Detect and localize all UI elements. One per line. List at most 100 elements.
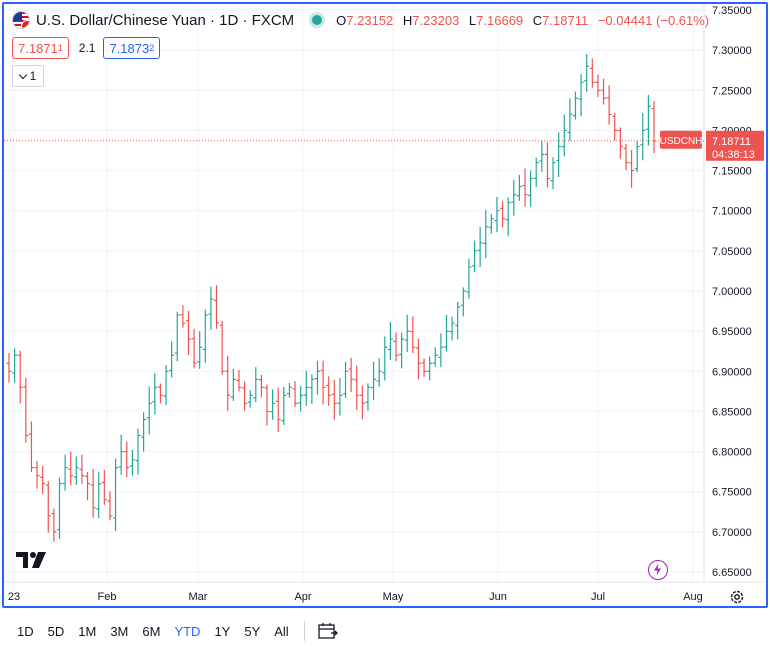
range-button-5d[interactable]: 5D xyxy=(47,623,65,639)
indicators-toggle-button[interactable]: 1 xyxy=(12,65,44,87)
ohlc-bar xyxy=(90,468,96,518)
ohlc-bar xyxy=(12,348,18,383)
ohlc-bar xyxy=(286,382,292,398)
ohlc-bar xyxy=(500,201,506,228)
ohlc-bar xyxy=(494,197,500,233)
ohlc-bar xyxy=(236,370,242,392)
y-tick-label: 6.85000 xyxy=(712,406,752,418)
symbol-tag-label: USDCNH xyxy=(660,136,703,147)
ohlc-bar xyxy=(264,384,270,426)
lightning-icon[interactable] xyxy=(648,560,668,580)
ohlc-bar xyxy=(337,377,343,416)
price-chart[interactable]: 7.350007.300007.250007.200007.150007.100… xyxy=(0,0,770,612)
range-button-all[interactable]: All xyxy=(274,623,289,639)
ohlc-bar xyxy=(320,360,326,405)
range-button-3m[interactable]: 3M xyxy=(110,623,129,639)
tradingview-logo-icon[interactable] xyxy=(16,551,48,569)
ohlc-bar xyxy=(488,214,494,234)
ohlc-bar xyxy=(253,367,259,403)
ohlc-bar xyxy=(202,309,208,363)
ohlc-bar xyxy=(634,140,640,173)
range-button-6m[interactable]: 6M xyxy=(142,623,161,639)
ohlc-bar xyxy=(584,54,590,92)
spread-value: 2.1 xyxy=(78,41,96,55)
ohlc-bar xyxy=(365,383,371,411)
ohlc-bar xyxy=(73,456,79,485)
y-tick-label: 7.00000 xyxy=(712,286,752,298)
x-tick-label: Apr xyxy=(294,591,311,603)
y-tick-label: 6.70000 xyxy=(712,527,752,539)
bottom-toolbar: 1D 5D 1M 3M 6M YTD 1Y 5Y All xyxy=(0,614,770,648)
ohlc-bar xyxy=(354,365,360,410)
ohlc-bar xyxy=(157,383,163,404)
buy-button[interactable]: 7.1873 2 xyxy=(103,37,161,59)
gear-icon[interactable] xyxy=(729,589,745,605)
ohlc-bar xyxy=(595,74,601,98)
ohlc-bar xyxy=(528,170,534,207)
calendar-range-icon[interactable] xyxy=(313,618,343,644)
ohlc-bar xyxy=(292,381,298,408)
range-button-1d[interactable]: 1D xyxy=(17,623,34,639)
range-button-1m[interactable]: 1M xyxy=(78,623,97,639)
ohlc-bar xyxy=(146,386,152,435)
close-value: 7.18711 xyxy=(542,12,589,28)
ohlc-values: O7.23152 H7.23203 L7.16669 C7.18711 −0.0… xyxy=(336,12,710,28)
ohlc-bar xyxy=(174,311,180,362)
ohlc-bar xyxy=(533,157,539,188)
x-tick-label: May xyxy=(383,591,404,603)
ohlc-bar xyxy=(219,320,225,375)
ohlc-bar xyxy=(629,149,635,188)
range-button-ytd[interactable]: YTD xyxy=(174,623,201,639)
price-tag-countdown: 04:38:13 xyxy=(712,149,755,161)
ohlc-bar xyxy=(399,332,405,369)
low-value: 7.16669 xyxy=(476,12,524,28)
ohlc-bar xyxy=(460,287,466,317)
open-value: 7.23152 xyxy=(346,12,394,28)
ohlc-bar xyxy=(371,361,377,401)
ohlc-bar xyxy=(96,471,102,519)
y-tick-label: 6.75000 xyxy=(712,487,752,499)
x-tick-label: Jul xyxy=(591,591,605,603)
ohlc-bar xyxy=(601,78,607,105)
quote-row: 7.1871 1 2.1 7.1873 2 xyxy=(12,37,161,59)
high-value: 7.23203 xyxy=(412,12,460,28)
ohlc-bar xyxy=(23,377,29,443)
ohlc-bar xyxy=(516,174,522,201)
ohlc-bar xyxy=(214,285,220,329)
y-tick-label: 7.10000 xyxy=(712,206,752,218)
ohlc-bar xyxy=(270,389,276,420)
ohlc-bar xyxy=(230,368,236,402)
ohlc-bar xyxy=(191,328,197,369)
ohlc-bar xyxy=(34,461,40,489)
ohlc-bar xyxy=(578,74,584,117)
ohlc-bar xyxy=(242,381,248,411)
range-button-5y[interactable]: 5Y xyxy=(244,623,261,639)
ohlc-bar xyxy=(101,469,107,505)
range-button-1y[interactable]: 1Y xyxy=(214,623,231,639)
y-tick-label: 7.15000 xyxy=(712,166,752,178)
y-tick-label: 7.05000 xyxy=(712,246,752,258)
ohlc-bar xyxy=(51,508,57,542)
ohlc-bar xyxy=(477,226,483,268)
indicator-count: 1 xyxy=(29,69,37,83)
ohlc-bar xyxy=(410,316,416,353)
x-tick-label: 23 xyxy=(8,591,20,603)
ohlc-bar xyxy=(28,421,34,472)
ohlc-bar xyxy=(124,441,130,478)
ohlc-bar xyxy=(382,336,388,381)
ohlc-bar xyxy=(208,286,214,330)
ohlc-bar xyxy=(511,180,517,216)
ohlc-bar xyxy=(247,390,253,408)
ohlc-bar xyxy=(169,341,175,378)
x-tick-label: Mar xyxy=(189,591,208,603)
ohlc-bar xyxy=(113,458,119,532)
ohlc-bar xyxy=(62,454,68,491)
sell-button[interactable]: 7.1871 1 xyxy=(12,37,69,59)
ohlc-bar xyxy=(118,434,124,475)
ohlc-bar xyxy=(556,132,562,178)
ohlc-bar xyxy=(645,94,651,146)
symbol-title[interactable]: U.S. Dollar/Chinese Yuan · 1D · FXCM xyxy=(36,11,295,29)
ohlc-bar xyxy=(6,352,12,383)
ohlc-bar xyxy=(539,140,545,172)
x-tick-label: Aug xyxy=(683,591,703,603)
